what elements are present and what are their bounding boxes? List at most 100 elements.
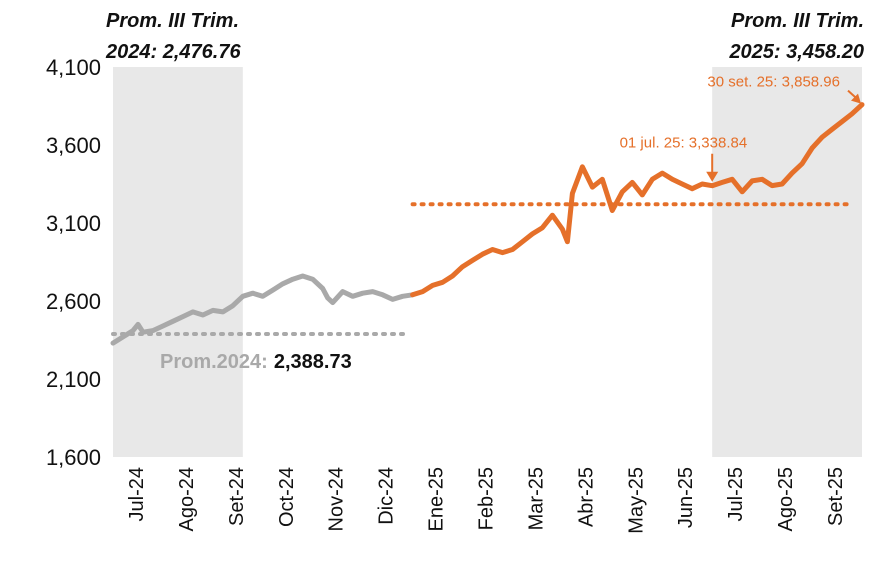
data-point-2025: [550, 213, 554, 217]
shaded-period: [113, 67, 243, 457]
data-point-2025: [451, 274, 455, 278]
data-point-2025: [600, 177, 604, 181]
average-2024-label-text: Prom.2024:: [160, 351, 268, 373]
data-point-2025: [461, 265, 465, 269]
x-tick-label: Mar-25: [525, 467, 547, 530]
x-tick-label: Jun-25: [675, 467, 697, 528]
data-point-2025: [530, 232, 534, 236]
data-point-2025: [510, 248, 514, 252]
data-point-2025: [700, 182, 704, 186]
x-tick-label: Jul-24: [126, 467, 148, 521]
data-point-2024: [231, 304, 235, 308]
y-tick-label: 3,100: [46, 211, 101, 236]
data-point-2024: [161, 324, 165, 328]
data-point-2025: [481, 252, 485, 256]
data-point-2025: [441, 280, 445, 284]
data-point-2024: [301, 274, 305, 278]
data-point-2025: [570, 191, 574, 195]
data-point-2025: [740, 190, 744, 194]
data-point-2025: [810, 146, 814, 150]
data-point-2024: [311, 277, 315, 281]
data-point-2024: [241, 294, 245, 298]
x-axis-ticks: Jul-24 Ago-24 Set-24 Oct-24 Nov-24 Dic-2…: [126, 467, 847, 534]
data-point-2024: [211, 308, 215, 312]
x-tick-label: Feb-25: [476, 467, 498, 530]
data-point-2024: [121, 335, 125, 339]
data-point-2025: [640, 193, 644, 197]
data-point-2025: [520, 240, 524, 244]
x-tick-label: Ago-25: [775, 467, 797, 532]
q3-2025-title-line2: 2025: 3,458.20: [728, 41, 864, 63]
data-point-2025: [730, 177, 734, 181]
data-point-2025: [411, 293, 415, 297]
data-point-2025: [690, 187, 694, 191]
data-point-2024: [321, 287, 325, 291]
y-axis-ticks: 4,100 3,600 3,100 2,600 2,100 1,600: [46, 55, 101, 470]
data-point-2025: [565, 240, 569, 244]
x-tick-label: Abr-25: [575, 467, 597, 527]
data-point-2024: [151, 329, 155, 333]
x-tick-label: May-25: [625, 467, 647, 534]
data-point-2024: [201, 313, 205, 317]
data-point-2024: [391, 297, 395, 301]
data-point-2024: [131, 329, 135, 333]
average-2024-label: Prom.2024: 2,388.73: [160, 351, 352, 373]
data-point-2024: [361, 291, 365, 295]
y-tick-label: 2,600: [46, 289, 101, 314]
x-tick-label: Set-24: [226, 467, 248, 526]
q3-2024-title-line1: Prom. III Trim.: [106, 10, 239, 32]
data-point-2025: [680, 182, 684, 186]
q3-2024-title-line2: 2024: 2,476.76: [105, 41, 241, 63]
data-point-2025: [710, 184, 714, 188]
data-point-2025: [500, 251, 504, 255]
y-tick-label: 2,100: [46, 367, 101, 392]
data-point-2025: [610, 209, 614, 213]
y-tick-label: 4,100: [46, 55, 101, 80]
y-tick-label: 1,600: [46, 445, 101, 470]
data-point-2025: [431, 283, 435, 287]
x-tick-label: Ago-24: [176, 467, 198, 532]
data-point-2024: [261, 294, 265, 298]
data-point-2025: [720, 180, 724, 184]
annotation-arrow-head: [851, 93, 861, 104]
data-point-2024: [401, 294, 405, 298]
data-point-2024: [351, 294, 355, 298]
y-tick-label: 3,600: [46, 133, 101, 158]
data-point-2024: [381, 293, 385, 297]
data-point-2025: [620, 190, 624, 194]
data-point-2025: [790, 171, 794, 175]
data-point-2024: [251, 291, 255, 295]
data-point-2025: [750, 179, 754, 183]
data-point-2024: [331, 301, 335, 305]
data-point-2025: [770, 184, 774, 188]
x-tick-label: Nov-24: [326, 467, 348, 531]
data-point-2025: [820, 135, 824, 139]
data-point-2025: [850, 112, 854, 116]
annotation-arrow-head: [706, 171, 719, 182]
data-point-2024: [341, 290, 345, 294]
data-point-2024: [371, 290, 375, 294]
annotation-30-set-25: 30 set. 25: 3,858.96: [707, 74, 840, 91]
data-point-2024: [171, 319, 175, 323]
data-point-2025: [540, 226, 544, 230]
data-point-2025: [560, 227, 564, 231]
x-tick-label: Set-25: [825, 467, 847, 526]
annotation-01-jul-25: 01 jul. 25: 3,338.84: [620, 135, 748, 152]
q3-2025-title-line1: Prom. III Trim.: [731, 10, 864, 32]
annotation-arrows: [706, 89, 861, 182]
x-tick-label: Oct-24: [276, 467, 298, 527]
data-point-2025: [800, 162, 804, 166]
data-point-2024: [181, 315, 185, 319]
data-point-2025: [590, 185, 594, 189]
data-point-2024: [111, 341, 115, 345]
data-point-2025: [760, 177, 764, 181]
data-point-2024: [291, 277, 295, 281]
data-point-2025: [660, 171, 664, 175]
data-point-2024: [136, 322, 140, 326]
x-tick-label: Dic-24: [376, 467, 398, 525]
data-point-2024: [191, 310, 195, 314]
data-point-2025: [630, 180, 634, 184]
data-point-2025: [780, 182, 784, 186]
data-point-2025: [421, 290, 425, 294]
